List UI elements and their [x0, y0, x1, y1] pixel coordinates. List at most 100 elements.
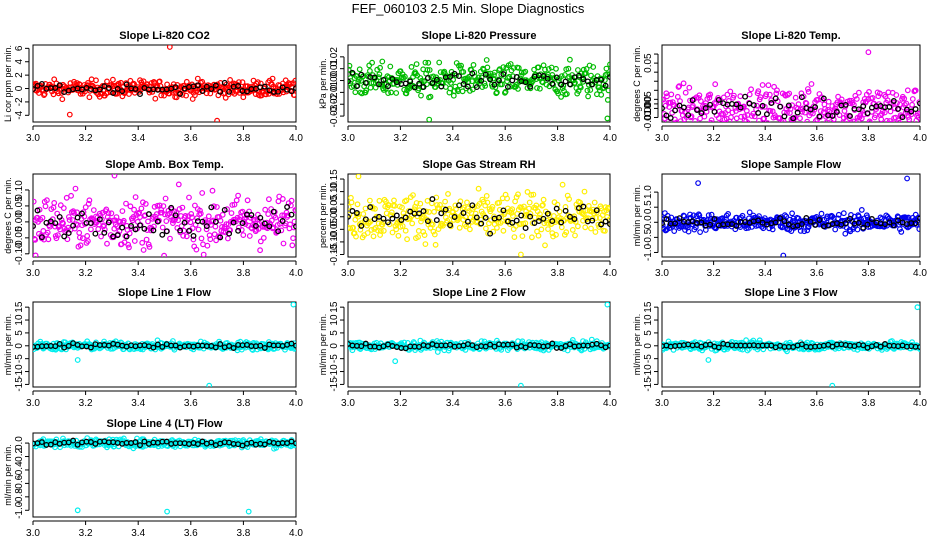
data-point [792, 94, 799, 101]
x-tick-label: 3.4 [446, 133, 460, 144]
data-point [580, 203, 587, 210]
data-point [355, 174, 362, 180]
data-point [491, 72, 497, 79]
data-point [901, 95, 908, 102]
data-point [79, 210, 85, 217]
data-point [415, 234, 422, 240]
data-point [190, 236, 197, 243]
data-point [507, 61, 514, 67]
data-point [166, 210, 173, 217]
data-point [589, 81, 596, 88]
data-point [139, 239, 146, 246]
data-point [518, 69, 525, 76]
x-tick-label: 3.0 [341, 133, 355, 144]
data-point [533, 202, 540, 209]
x-tick-label: 3.0 [26, 133, 40, 144]
data-point [589, 217, 596, 224]
data-point [725, 107, 731, 114]
data-point [387, 63, 394, 70]
y-tick-label: 0.000 [643, 95, 654, 120]
data-point [756, 337, 763, 344]
data-point [79, 235, 86, 242]
x-tick-label: 3.2 [79, 528, 93, 539]
data-point [812, 118, 819, 122]
data-point [204, 242, 211, 249]
data-point [358, 71, 365, 78]
data-point [847, 215, 853, 222]
y-tick-label: -0.05 [329, 218, 340, 241]
data-point [697, 229, 703, 236]
data-point [823, 119, 830, 122]
y-tick-label: -15 [643, 377, 654, 392]
data-point [544, 210, 551, 217]
data-point [440, 222, 446, 229]
data-point [348, 194, 354, 201]
data-point [53, 235, 60, 242]
data-point [544, 75, 551, 82]
data-point [76, 234, 83, 241]
data-point [522, 79, 529, 86]
data-point [431, 208, 438, 215]
panel-title: Slope Sample Flow [741, 159, 842, 171]
data-point [66, 111, 73, 118]
data-point [745, 224, 752, 231]
data-point [160, 203, 167, 210]
data-point [662, 96, 667, 103]
data-point [572, 232, 578, 239]
data-point [598, 342, 605, 349]
data-point [288, 88, 295, 95]
data-point [189, 214, 195, 221]
data-point [895, 105, 902, 112]
y-tick-label: 15 [329, 301, 340, 313]
data-point [798, 221, 805, 228]
data-point [108, 210, 115, 217]
data-point [98, 216, 105, 223]
data-point [95, 221, 102, 228]
data-point [408, 63, 415, 70]
data-point [380, 227, 387, 234]
data-point [741, 113, 748, 120]
data-point [820, 95, 827, 102]
data-point [68, 192, 74, 199]
data-point [588, 225, 594, 232]
data-point [766, 91, 773, 98]
data-point [173, 94, 180, 101]
data-point [217, 234, 224, 241]
x-tick-label: 3.8 [236, 528, 250, 539]
data-point [377, 228, 384, 234]
data-point [489, 203, 496, 210]
data-point [515, 191, 521, 198]
data-point [224, 235, 231, 242]
data-point [189, 225, 196, 232]
y-tick-label: 0.05 [643, 53, 654, 73]
data-point [407, 208, 414, 215]
data-point [410, 192, 416, 199]
data-point [753, 132, 758, 137]
data-point [483, 192, 490, 199]
data-point [425, 59, 432, 66]
data-point [588, 72, 594, 79]
data-point [207, 236, 214, 243]
data-point [774, 87, 780, 94]
data-point [212, 218, 219, 225]
data-point [682, 89, 689, 96]
data-point [227, 227, 234, 234]
data-point [254, 79, 261, 86]
data-point [755, 217, 762, 224]
data-point [592, 229, 599, 235]
data-point [252, 222, 259, 229]
data-point [911, 128, 916, 133]
data-point [835, 211, 842, 218]
data-point [783, 213, 790, 220]
data-point [567, 341, 573, 348]
data-point [720, 94, 727, 101]
data-point [846, 123, 851, 128]
data-point [790, 115, 797, 122]
data-point [217, 341, 224, 348]
y-axis-label: ml/min per min. [3, 444, 13, 506]
data-point [431, 231, 438, 238]
data-point [470, 62, 477, 68]
data-point [261, 220, 268, 227]
data-point [535, 218, 542, 225]
data-point [855, 219, 862, 226]
